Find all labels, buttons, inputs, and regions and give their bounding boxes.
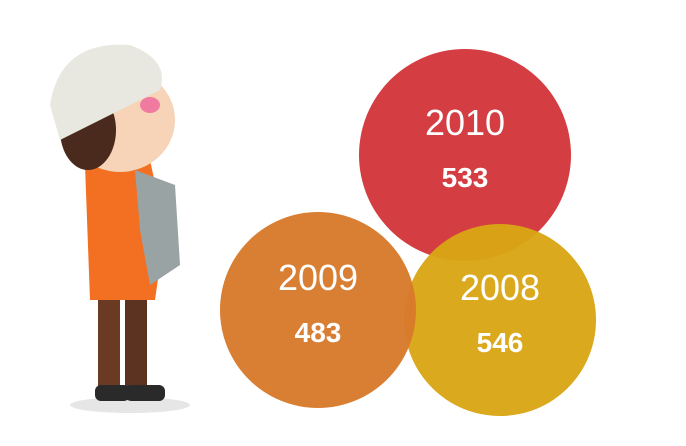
bubble-year: 2008 [460,267,540,308]
bubble [404,224,596,416]
bubble-value: 483 [295,317,342,348]
bubble-value: 546 [477,327,524,358]
infographic: 2010 533 2008 546 2009 483 [0,0,686,446]
bubble-year: 2009 [278,257,358,298]
boy-illustration [50,45,190,413]
bubble-year: 2010 [425,102,505,143]
bubble [359,49,571,261]
page: 201053320085462009483 (() => { const dat… [0,0,686,446]
bubble [220,212,416,408]
bubble-value: 533 [442,162,489,193]
